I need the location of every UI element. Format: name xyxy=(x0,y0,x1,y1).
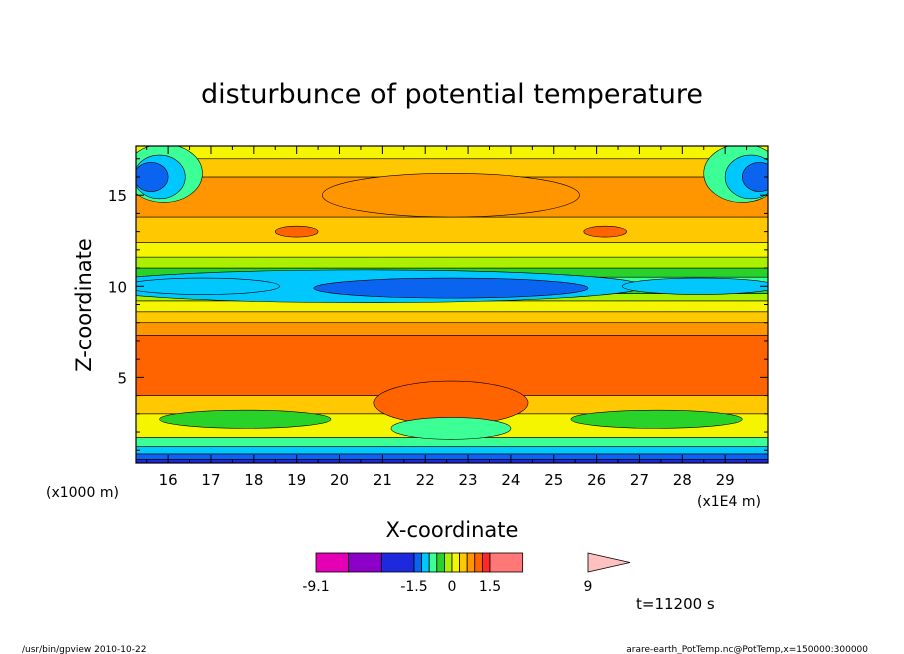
contour-region-10 xyxy=(322,173,580,218)
colorbar-segment-0 xyxy=(315,552,350,573)
time-label: t=11200 s xyxy=(636,595,715,613)
colorbar-segment-6 xyxy=(436,552,445,573)
x-tick-label: 22 xyxy=(416,471,435,489)
colorbar-arrow xyxy=(587,552,631,573)
contour-band-16 xyxy=(136,216,768,243)
x-tick-label: 28 xyxy=(673,471,692,489)
contour-region-1 xyxy=(313,277,589,299)
x-tick-label: 20 xyxy=(330,471,349,489)
x-tick-label: 29 xyxy=(716,471,735,489)
x-tick-label: 26 xyxy=(587,471,606,489)
contour-region-12 xyxy=(583,225,627,238)
contour-band-7 xyxy=(136,322,768,336)
x-tick-label: 18 xyxy=(244,471,263,489)
x-tick-label: 16 xyxy=(159,471,178,489)
contour-band-15 xyxy=(136,242,768,258)
contour-band-9 xyxy=(136,300,768,313)
contour-region-2 xyxy=(136,277,280,295)
y-tick-label: 15 xyxy=(108,187,127,205)
x-tick-label: 24 xyxy=(501,471,520,489)
footer-source: arare-earth_PotTemp.nc@PotTemp,x=150000:… xyxy=(626,645,868,654)
x-tick-label: 27 xyxy=(630,471,649,489)
colorbar-segment-2 xyxy=(380,552,415,573)
x-tick-label: 17 xyxy=(201,471,220,489)
contour-region-15 xyxy=(570,409,743,429)
contour-region-14 xyxy=(159,409,332,429)
colorbar-label: -1.5 xyxy=(400,579,427,595)
y-axis-label: Z-coordinate xyxy=(72,238,96,372)
colorbar-segment-13 xyxy=(489,552,524,573)
x-tick-label: 23 xyxy=(459,471,478,489)
colorbar-segment-3 xyxy=(413,552,423,573)
colorbar-segment-10 xyxy=(466,552,476,573)
x-unit-label: (x1000 m) xyxy=(46,485,119,501)
colorbar-segment-11 xyxy=(474,552,483,573)
y-tick-label: 5 xyxy=(117,369,127,387)
colorbar-segment-12 xyxy=(481,552,491,573)
colorbar-label: 1.5 xyxy=(479,579,501,595)
y-tick-label: 10 xyxy=(108,278,127,296)
contour-band-8 xyxy=(136,311,768,324)
colorbar-segment-1 xyxy=(348,552,382,573)
colorbar-segment-8 xyxy=(451,552,460,573)
contour-field xyxy=(136,146,768,463)
colorbar-segment-4 xyxy=(421,552,430,573)
colorbar-label: 0 xyxy=(448,579,457,595)
contour-band-19 xyxy=(136,146,768,160)
contour-region-11 xyxy=(274,225,319,238)
contour-band-2 xyxy=(136,446,768,455)
colorbar: -9.1 -1.5 0 1.5 9 xyxy=(302,552,631,595)
x-scale-label: (x1E4 m) xyxy=(697,494,761,510)
chart-title: disturbunce of potential temperature xyxy=(201,79,703,110)
contour-region-3 xyxy=(622,277,768,295)
x-tick-label: 25 xyxy=(544,471,563,489)
x-axis: 16 17 18 19 20 21 22 23 24 25 26 27 28 29 xyxy=(146,146,748,489)
x-tick-label: 19 xyxy=(287,471,306,489)
contour-region-6 xyxy=(136,162,169,192)
colorbar-label: -9.1 xyxy=(302,579,329,595)
contour-band-14 xyxy=(136,256,768,269)
colorbar-label: 9 xyxy=(584,579,593,595)
x-tick-label: 21 xyxy=(373,471,392,489)
contour-region-9 xyxy=(741,162,768,192)
colorbar-segment-9 xyxy=(459,552,468,573)
contour-region-16 xyxy=(390,417,512,440)
contour-plot-area xyxy=(135,145,769,464)
contour-band-1 xyxy=(136,453,768,460)
x-axis-label: X-coordinate xyxy=(386,518,519,542)
colorbar-segment-5 xyxy=(428,552,438,573)
colorbar-segment-7 xyxy=(444,552,453,573)
footer-program: /usr/bin/gpview 2010-10-22 xyxy=(22,645,146,654)
y-axis: 5 10 15 xyxy=(108,158,768,451)
